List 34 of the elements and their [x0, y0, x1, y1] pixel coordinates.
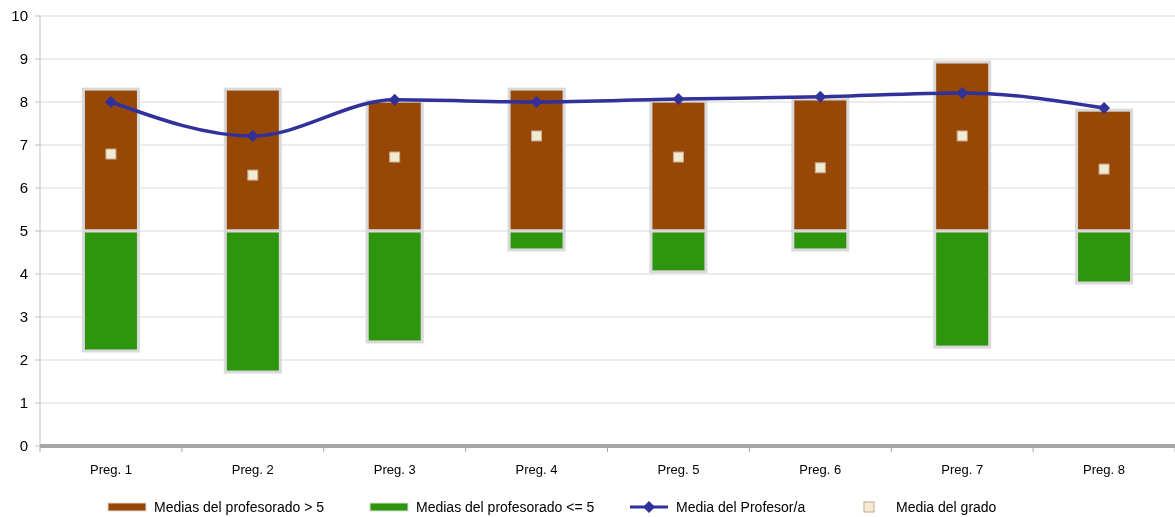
y-tick-label: 10	[11, 7, 28, 25]
x-tick-label: Preg. 5	[657, 462, 700, 477]
point	[956, 130, 968, 142]
y-tick-label: 8	[19, 93, 28, 111]
legend-label: Medias del profesorado <= 5	[416, 498, 595, 515]
legend-label: Medias del profesorado > 5	[154, 498, 325, 515]
point	[814, 162, 826, 174]
x-tick-label: Preg. 1	[89, 462, 132, 477]
x-tick-label: Preg. 4	[515, 462, 558, 477]
point	[247, 169, 259, 181]
point	[105, 148, 117, 160]
y-tick-label: 3	[19, 308, 28, 326]
point	[531, 130, 543, 142]
x-tick-label: Preg. 8	[1083, 462, 1126, 477]
x-tick-label: Preg. 2	[231, 462, 274, 477]
legend-label: Media del grado	[896, 498, 997, 515]
point	[104, 96, 117, 108]
y-tick-label: 9	[19, 50, 28, 68]
y-tick-label: 2	[19, 351, 28, 369]
y-tick-label: 5	[19, 222, 28, 240]
point	[1098, 163, 1110, 175]
point	[389, 151, 401, 163]
x-tick-label: Preg. 6	[799, 462, 842, 477]
y-tick-label: 7	[19, 136, 28, 154]
y-tick-label: 1	[19, 394, 28, 412]
legend-label: Media del Profesor/a	[676, 498, 806, 515]
x-tick-label: Preg. 7	[941, 462, 984, 477]
x-tick-label: Preg. 3	[373, 462, 416, 477]
y-tick-label: 4	[19, 265, 28, 283]
point	[672, 151, 684, 163]
point	[388, 93, 401, 106]
point	[1098, 102, 1111, 115]
y-tick-label: 0	[19, 437, 28, 455]
y-tick-label: 6	[19, 179, 28, 197]
